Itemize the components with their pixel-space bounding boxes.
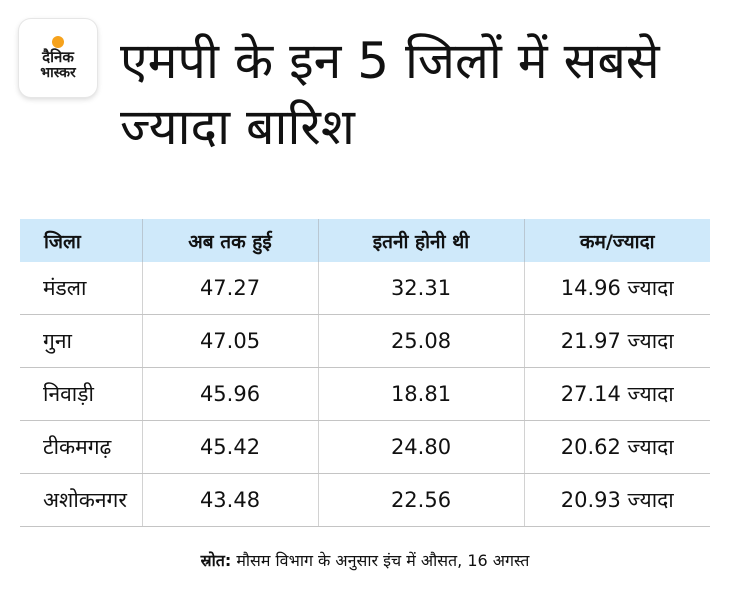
- cell-difference: 21.97 ज्यादा: [524, 314, 710, 368]
- rainfall-table: जिला अब तक हुई इतनी होनी थी कम/ज्यादा मं…: [20, 219, 710, 527]
- cell-difference: 20.93 ज्यादा: [524, 473, 710, 527]
- cell-received: 45.96: [142, 367, 319, 421]
- cell-difference: 14.96 ज्यादा: [524, 262, 710, 315]
- cell-received: 43.48: [142, 473, 319, 527]
- cell-district: गुना: [20, 314, 143, 368]
- cell-district: टीकमगढ़: [20, 420, 143, 474]
- cell-district: निवाड़ी: [20, 367, 143, 421]
- header-district: जिला: [20, 219, 143, 262]
- cell-expected: 22.56: [318, 473, 525, 527]
- cell-received: 45.42: [142, 420, 319, 474]
- cell-expected: 32.31: [318, 262, 525, 315]
- cell-district: मंडला: [20, 262, 143, 315]
- source-label: स्रोत:: [200, 551, 232, 570]
- cell-expected: 18.81: [318, 367, 525, 421]
- cell-difference: 27.14 ज्यादा: [524, 367, 710, 421]
- header-difference: कम/ज्यादा: [524, 219, 710, 262]
- logo-line2: भास्कर: [40, 64, 76, 81]
- logo-line1: दैनिक: [42, 47, 74, 66]
- sun-icon: [52, 35, 64, 48]
- source-text: मौसम विभाग के अनुसार इंच में औसत, 16 अगस…: [236, 551, 530, 570]
- cell-difference: 20.62 ज्यादा: [524, 420, 710, 474]
- page-title: एमपी के इन 5 जिलों में सबसे ज्यादा बारिश: [120, 32, 660, 156]
- table-row: गुना 47.05 25.08 21.97 ज्यादा: [20, 314, 710, 368]
- logo: दैनिक भास्कर: [19, 19, 97, 97]
- table-row: मंडला 47.27 32.31 14.96 ज्यादा: [20, 262, 710, 315]
- table-row: निवाड़ी 45.96 18.81 27.14 ज्यादा: [20, 367, 710, 421]
- cell-received: 47.27: [142, 262, 319, 315]
- cell-received: 47.05: [142, 314, 319, 368]
- source-note: स्रोत: मौसम विभाग के अनुसार इंच में औसत,…: [0, 549, 730, 571]
- table-row: अशोकनगर 43.48 22.56 20.93 ज्यादा: [20, 473, 710, 527]
- table-header-row: जिला अब तक हुई इतनी होनी थी कम/ज्यादा: [20, 219, 710, 262]
- header-expected: इतनी होनी थी: [318, 219, 525, 262]
- header-received: अब तक हुई: [142, 219, 319, 262]
- table-row: टीकमगढ़ 45.42 24.80 20.62 ज्यादा: [20, 420, 710, 474]
- cell-expected: 25.08: [318, 314, 525, 368]
- cell-expected: 24.80: [318, 420, 525, 474]
- cell-district: अशोकनगर: [20, 473, 143, 527]
